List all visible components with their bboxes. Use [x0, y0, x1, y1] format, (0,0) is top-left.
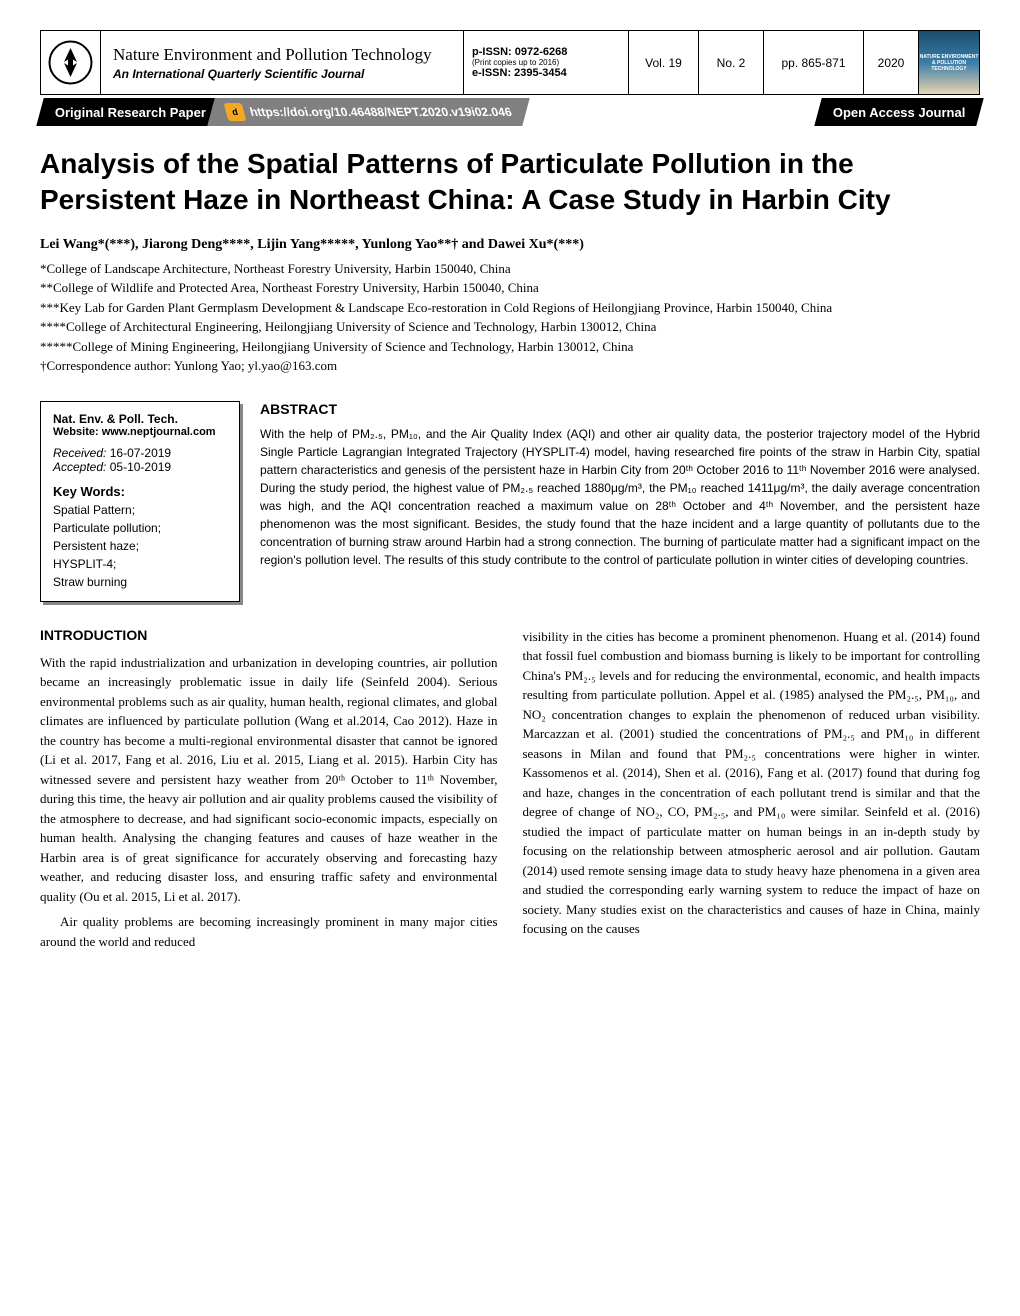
access-badge: Open Access Journal: [814, 98, 984, 126]
body-paragraph: With the rapid industrialization and urb…: [40, 653, 498, 907]
abstract-heading: ABSTRACT: [260, 401, 980, 417]
meta-dates: Received: 16-07-2019 Accepted: 05-10-201…: [53, 446, 227, 474]
cover-thumbnail: NATURE ENVIRONMENT & POLLUTION TECHNOLOG…: [919, 31, 979, 94]
keyword: HYSPLIT-4;: [53, 555, 227, 573]
journal-logo: [41, 31, 101, 94]
affiliation: *****College of Mining Engineering, Heil…: [40, 337, 980, 357]
keyword: Persistent haze;: [53, 537, 227, 555]
body-column-left: INTRODUCTION With the rapid industrializ…: [40, 627, 498, 952]
doi-icon: d: [224, 103, 247, 121]
journal-subtitle: An International Quarterly Scientific Jo…: [113, 67, 451, 81]
abstract-text: With the help of PM₂.₅, PM₁₀, and the Ai…: [260, 425, 980, 569]
accepted-date: 05-10-2019: [110, 460, 171, 474]
paper-title: Analysis of the Spatial Patterns of Part…: [40, 146, 980, 219]
affiliation: *College of Landscape Architecture, Nort…: [40, 259, 980, 279]
meta-website: Website: www.neptjournal.com: [53, 426, 227, 438]
abstract-content: ABSTRACT With the help of PM₂.₅, PM₁₀, a…: [260, 401, 980, 602]
cover-text: NATURE ENVIRONMENT & POLLUTION TECHNOLOG…: [919, 54, 979, 72]
journal-header: Nature Environment and Pollution Technol…: [40, 30, 980, 95]
keyword: Spatial Pattern;: [53, 501, 227, 519]
category-bar: Original Research Paper d https://doi.or…: [40, 98, 980, 126]
accepted-label: Accepted:: [53, 460, 106, 474]
received-label: Received:: [53, 446, 106, 460]
affiliation: ****College of Architectural Engineering…: [40, 317, 980, 337]
affiliation: †Correspondence author: Yunlong Yao; yl.…: [40, 356, 980, 376]
journal-title-cell: Nature Environment and Pollution Technol…: [101, 31, 464, 94]
number-cell: No. 2: [699, 31, 764, 94]
year-cell: 2020: [864, 31, 919, 94]
meta-sidebar: Nat. Env. & Poll. Tech. Website: www.nep…: [40, 401, 240, 602]
logo-icon: [48, 40, 93, 85]
journal-title: Nature Environment and Pollution Technol…: [113, 45, 451, 65]
pages-cell: pp. 865-871: [764, 31, 864, 94]
keyword: Straw burning: [53, 573, 227, 591]
doi-badge: d https://doi.org/10.46488/NEPT.2020.v19…: [207, 98, 530, 126]
issn-cell: p-ISSN: 0972-6268 (Print copies up to 20…: [464, 31, 629, 94]
paper-type-label: Original Research Paper: [55, 105, 206, 120]
affiliations-block: *College of Landscape Architecture, Nort…: [40, 259, 980, 376]
body-paragraph: Air quality problems are becoming increa…: [40, 912, 498, 951]
body-column-right: visibility in the cities has become a pr…: [523, 627, 981, 952]
p-issn: p-ISSN: 0972-6268: [472, 46, 620, 58]
bar-spacer: [516, 98, 817, 126]
received-line: Received: 16-07-2019: [53, 446, 227, 460]
accepted-line: Accepted: 05-10-2019: [53, 460, 227, 474]
keywords-title: Key Words:: [53, 484, 227, 499]
affiliation: ***Key Lab for Garden Plant Germplasm De…: [40, 298, 980, 318]
abstract-section: Nat. Env. & Poll. Tech. Website: www.nep…: [40, 401, 980, 602]
authors-line: Lei Wang*(***), Jiarong Deng****, Lijin …: [40, 237, 980, 253]
body-paragraph: visibility in the cities has become a pr…: [523, 627, 981, 939]
access-label: Open Access Journal: [833, 105, 965, 120]
introduction-heading: INTRODUCTION: [40, 627, 498, 643]
e-issn: e-ISSN: 2395-3454: [472, 67, 620, 79]
p-issn-note: (Print copies up to 2016): [472, 58, 620, 67]
meta-journal-abbrev: Nat. Env. & Poll. Tech.: [53, 412, 227, 426]
affiliation: **College of Wildlife and Protected Area…: [40, 278, 980, 298]
meta-box: Nat. Env. & Poll. Tech. Website: www.nep…: [40, 401, 240, 602]
paper-type-badge: Original Research Paper: [36, 98, 225, 126]
body-columns: INTRODUCTION With the rapid industrializ…: [40, 627, 980, 952]
volume-cell: Vol. 19: [629, 31, 699, 94]
received-date: 16-07-2019: [110, 446, 171, 460]
keyword: Particulate pollution;: [53, 519, 227, 537]
doi-link[interactable]: https://doi.org/10.46488/NEPT.2020.v19i0…: [248, 105, 513, 119]
